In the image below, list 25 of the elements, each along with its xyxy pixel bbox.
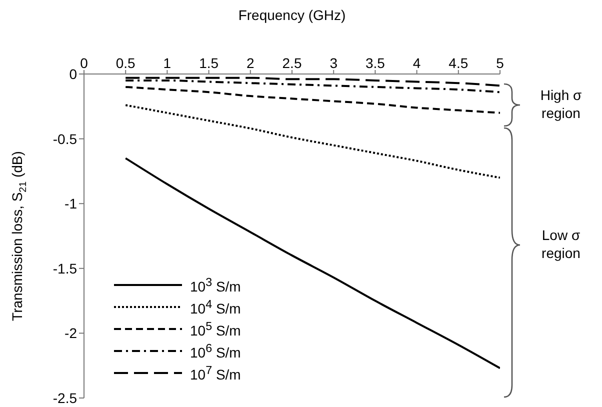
y-tick-label: -0.5 xyxy=(52,130,78,147)
legend-label: 10$^{5}$ S/m xyxy=(190,320,241,338)
text: Low σ region xyxy=(540,226,582,262)
y-tick-label: -2.5 xyxy=(52,390,78,406)
legend-label: 10$^{3}$ S/m xyxy=(190,276,241,294)
legend-label: 10$^{6}$ S/m xyxy=(190,342,241,360)
x-tick-label: 4.5 xyxy=(448,55,468,71)
x-tick-label: 3 xyxy=(330,55,338,71)
y-tick-label: -1 xyxy=(64,196,78,212)
x-tick-label: 2 xyxy=(246,55,254,71)
x-tick-label: 1 xyxy=(163,55,172,71)
text: High σ region xyxy=(539,86,583,122)
y-tick-label: 0 xyxy=(69,66,78,82)
legend-label: 10$^{4}$ S/m xyxy=(190,298,241,316)
y-tick-label: -1.5 xyxy=(52,260,78,276)
x-tick-label: 5 xyxy=(496,55,504,71)
x-tick-label: 4 xyxy=(412,55,421,71)
x-tick-label: 3.5 xyxy=(365,55,386,71)
legend-label: 10$^{7}$ S/m xyxy=(190,364,241,382)
x-tick-label: 1.5 xyxy=(199,55,219,71)
x-tick-label: 0 xyxy=(80,55,88,71)
y-tick-label: -2 xyxy=(64,325,78,342)
x-tick-label: 0.5 xyxy=(116,55,136,71)
x-axis-title: Frequency (GHz) xyxy=(238,6,346,23)
x-tick-label: 2.5 xyxy=(282,55,302,71)
